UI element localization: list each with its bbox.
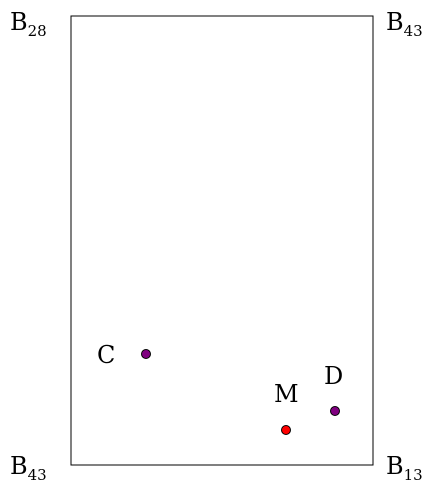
corner-top-left-base: B — [10, 8, 28, 36]
point-c-marker — [141, 349, 151, 359]
corner-label-bottom-left: B43 — [10, 452, 47, 484]
point-m-marker — [281, 425, 291, 435]
corner-label-top-right: B43 — [386, 8, 423, 40]
point-m-label: M — [274, 380, 299, 408]
corner-bottom-left-subscript: 43 — [28, 466, 47, 484]
point-c-label: C — [97, 341, 115, 369]
corner-label-top-left: B28 — [10, 8, 47, 40]
frame-rectangle — [70, 15, 374, 466]
corner-bottom-right-base: B — [386, 452, 404, 480]
corner-top-right-subscript: 43 — [404, 22, 423, 40]
corner-top-right-base: B — [386, 8, 404, 36]
point-d-marker — [330, 406, 340, 416]
corner-top-left-subscript: 28 — [28, 22, 47, 40]
corner-label-bottom-right: B13 — [386, 452, 423, 484]
corner-bottom-left-base: B — [10, 452, 28, 480]
corner-bottom-right-subscript: 13 — [404, 466, 423, 484]
point-d-label: D — [324, 362, 343, 390]
